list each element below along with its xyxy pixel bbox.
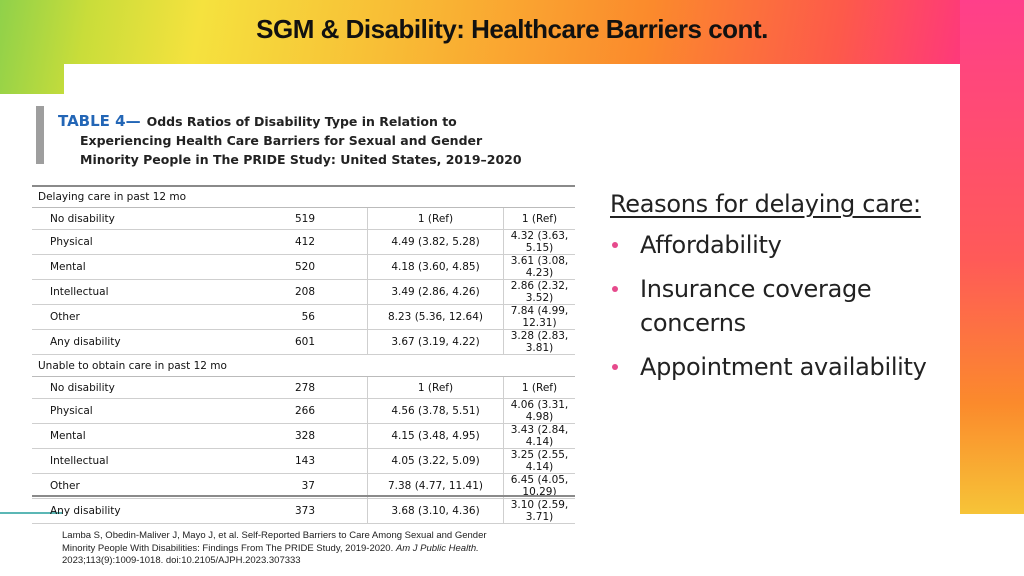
odds-ratio-cell: 4.05 (3.22, 5.09): [367, 448, 504, 474]
adjusted-odds-ratio-cell: 3.43 (2.84, 4.14): [503, 423, 575, 449]
reasons-panel: Reasons for delaying care: Affordability…: [610, 190, 960, 394]
table-row: Other 56 8.23 (5.36, 12.64) 7.84 (4.99, 12.…: [32, 304, 575, 330]
table-row: Intellectual 143 4.05 (3.22, 5.09) 3.25 (2.…: [32, 448, 575, 474]
reason-item: Affordability: [610, 228, 960, 262]
odds-ratio-cell: 4.56 (3.78, 5.51): [367, 398, 504, 424]
count-cell: 208: [210, 279, 368, 305]
adjusted-odds-ratio-cell: 3.25 (2.55, 4.14): [503, 448, 575, 474]
section-label: Unable to obtain care in past 12 mo: [32, 354, 575, 377]
adjusted-odds-ratio-cell: 4.06 (3.31, 4.98): [503, 398, 575, 424]
disability-type-cell: Other: [32, 473, 210, 499]
disability-type-cell: Any disability: [32, 498, 210, 524]
odds-ratio-cell: 1 (Ref): [367, 207, 504, 230]
table-title-line3: Minority People in The PRIDE Study: Unit…: [80, 152, 522, 167]
disability-type-cell: Mental: [32, 423, 210, 449]
odds-ratio-cell: 3.67 (3.19, 4.22): [367, 329, 504, 355]
table-section-row: Delaying care in past 12 mo: [32, 186, 575, 208]
disability-type-cell: Intellectual: [32, 448, 210, 474]
reason-item: Insurance coverage concerns: [610, 272, 960, 340]
count-cell: 143: [210, 448, 368, 474]
reasons-list: Affordability Insurance coverage concern…: [610, 228, 960, 384]
table-bottom-rule: [32, 495, 575, 497]
disability-type-cell: Physical: [32, 229, 210, 255]
reason-text: Affordability: [640, 231, 782, 259]
adjusted-odds-ratio-cell: 2.86 (2.32, 3.52): [503, 279, 575, 305]
reason-text: Insurance coverage concerns: [640, 275, 872, 337]
odds-ratio-cell: 4.15 (3.48, 4.95): [367, 423, 504, 449]
adjusted-odds-ratio-cell: 7.84 (4.99, 12.31): [503, 304, 575, 330]
disability-type-cell: Intellectual: [32, 279, 210, 305]
count-cell: 328: [210, 423, 368, 449]
citation-line1: Lamba S, Obedin-Maliver J, Mayo J, et al…: [62, 530, 487, 541]
adjusted-odds-ratio-cell: 1 (Ref): [503, 207, 575, 230]
table-row: Physical 412 4.49 (3.82, 5.28) 4.32 (3.63, …: [32, 229, 575, 255]
table-title-line2: Experiencing Health Care Barriers for Se…: [80, 133, 483, 148]
odds-ratio-cell: 4.49 (3.82, 5.28): [367, 229, 504, 255]
adjusted-odds-ratio-cell: 4.32 (3.63, 5.15): [503, 229, 575, 255]
table-row: Mental 520 4.18 (3.60, 4.85) 3.61 (3.08, 4.…: [32, 254, 575, 280]
table-section-row: Unable to obtain care in past 12 mo: [32, 354, 575, 377]
odds-ratio-table: Delaying care in past 12 mo No disability…: [32, 186, 575, 524]
reason-text: Appointment availability: [640, 353, 927, 381]
disability-type-cell: Physical: [32, 398, 210, 424]
accent-line: [0, 512, 62, 514]
bullet-dot-icon: [612, 286, 618, 292]
table-row: Physical 266 4.56 (3.78, 5.51) 4.06 (3.31, …: [32, 398, 575, 424]
count-cell: 278: [210, 376, 368, 399]
reason-item: Appointment availability: [610, 350, 960, 384]
table-title-line1: Odds Ratios of Disability Type in Relati…: [146, 114, 457, 129]
citation-line2-text: Minority People With Disabilities: Findi…: [62, 542, 394, 554]
odds-ratio-cell: 7.38 (4.77, 11.41): [367, 473, 504, 499]
table-row: No disability 519 1 (Ref) 1 (Ref): [32, 207, 575, 230]
count-cell: 412: [210, 229, 368, 255]
table-row: Intellectual 208 3.49 (2.86, 4.26) 2.86 (2.…: [32, 279, 575, 305]
adjusted-odds-ratio-cell: 6.45 (4.05, 10.29): [503, 473, 575, 499]
adjusted-odds-ratio-cell: 1 (Ref): [503, 376, 575, 399]
citation-journal: Am J Public Health.: [395, 542, 479, 554]
count-cell: 56: [210, 304, 368, 330]
odds-ratio-cell: 8.23 (5.36, 12.64): [367, 304, 504, 330]
table-row: Any disability 373 3.68 (3.10, 4.36) 3.10 (…: [32, 498, 575, 524]
odds-ratio-cell: 3.49 (2.86, 4.26): [367, 279, 504, 305]
section-label: Delaying care in past 12 mo: [32, 186, 575, 208]
table-caption: TABLE 4— Odds Ratios of Disability Type i…: [58, 112, 558, 169]
odds-ratio-cell: 1 (Ref): [367, 376, 504, 399]
citation-line3: 2023;113(9):1009-1018. doi:10.2105/AJPH.…: [62, 555, 301, 566]
count-cell: 520: [210, 254, 368, 280]
footer-area: [0, 514, 1024, 576]
table-row: Other 37 7.38 (4.77, 11.41) 6.45 (4.05, 10.…: [32, 473, 575, 499]
citation: Lamba S, Obedin-Maliver J, Mayo J, et al…: [62, 530, 682, 568]
table-accent-bar: [36, 106, 44, 164]
citation-line2: Minority People With Disabilities: Findi…: [62, 543, 682, 556]
adjusted-odds-ratio-cell: 3.10 (2.59, 3.71): [503, 498, 575, 524]
reasons-heading: Reasons for delaying care:: [610, 190, 921, 218]
table-figure: TABLE 4— Odds Ratios of Disability Type i…: [32, 100, 580, 524]
count-cell: 37: [210, 473, 368, 499]
count-cell: 373: [210, 498, 368, 524]
disability-type-cell: No disability: [32, 207, 210, 230]
table-label: TABLE 4—: [58, 112, 141, 130]
adjusted-odds-ratio-cell: 3.28 (2.83, 3.81): [503, 329, 575, 355]
adjusted-odds-ratio-cell: 3.61 (3.08, 4.23): [503, 254, 575, 280]
disability-type-cell: Mental: [32, 254, 210, 280]
disability-type-cell: Other: [32, 304, 210, 330]
bullet-dot-icon: [612, 242, 618, 248]
count-cell: 266: [210, 398, 368, 424]
table-row: Any disability 601 3.67 (3.19, 4.22) 3.28 (…: [32, 329, 575, 355]
table-row: No disability 278 1 (Ref) 1 (Ref): [32, 376, 575, 399]
odds-ratio-cell: 4.18 (3.60, 4.85): [367, 254, 504, 280]
slide-title: SGM & Disability: Healthcare Barriers co…: [256, 14, 768, 44]
odds-ratio-cell: 3.68 (3.10, 4.36): [367, 498, 504, 524]
table-row: Mental 328 4.15 (3.48, 4.95) 3.43 (2.84, 4.…: [32, 423, 575, 449]
disability-type-cell: Any disability: [32, 329, 210, 355]
right-accent-band: [960, 0, 1024, 576]
bullet-dot-icon: [612, 364, 618, 370]
count-cell: 601: [210, 329, 368, 355]
count-cell: 519: [210, 207, 368, 230]
disability-type-cell: No disability: [32, 376, 210, 399]
